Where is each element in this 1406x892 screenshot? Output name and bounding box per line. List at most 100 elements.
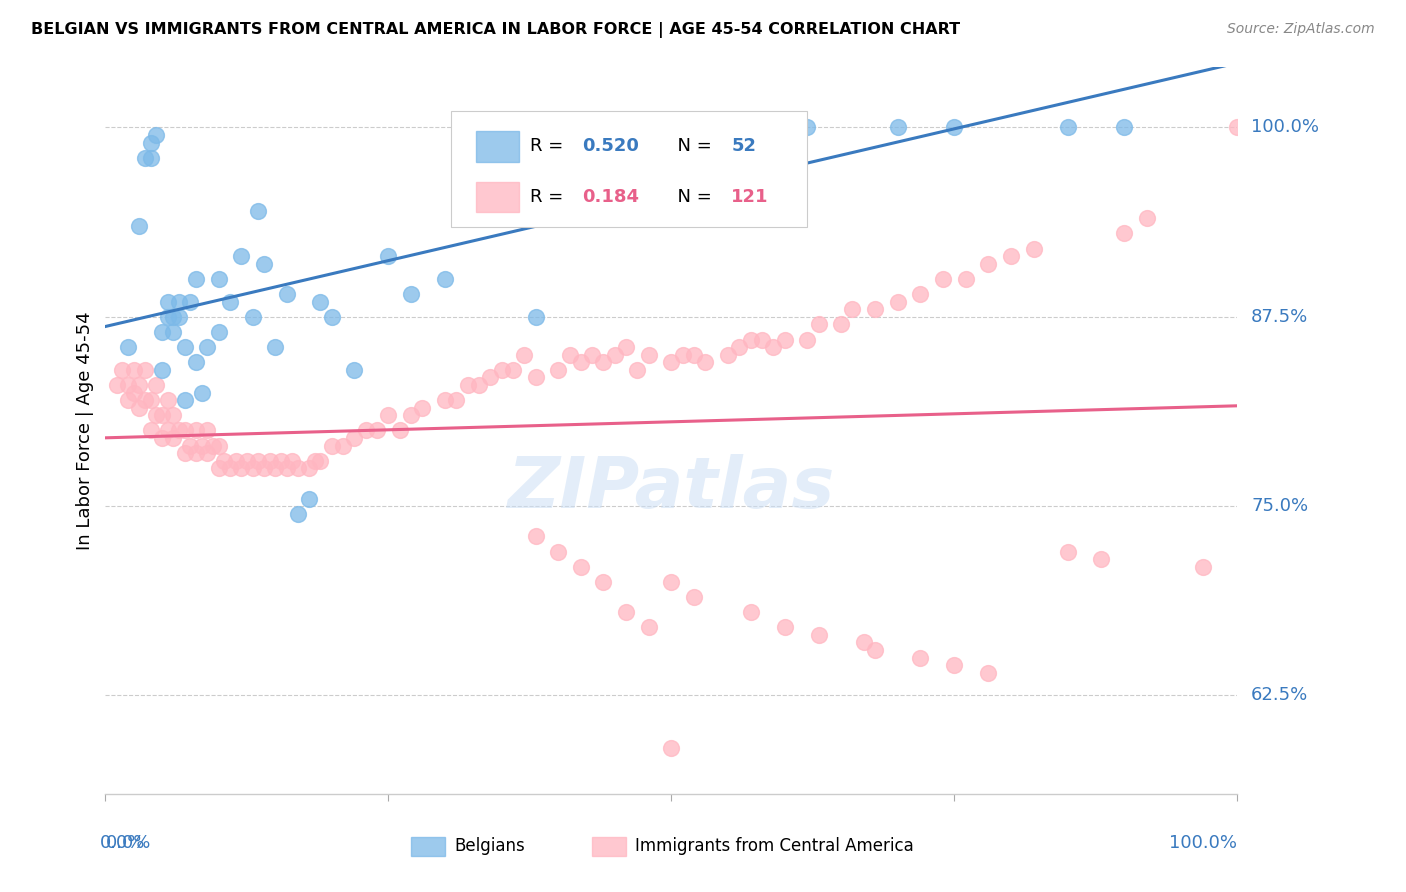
Text: Immigrants from Central America: Immigrants from Central America bbox=[636, 838, 914, 855]
Point bbox=[343, 431, 366, 445]
Point bbox=[399, 287, 422, 301]
Point bbox=[717, 120, 740, 135]
Point bbox=[287, 461, 309, 475]
Point bbox=[201, 438, 224, 452]
Point bbox=[830, 318, 852, 332]
Point bbox=[162, 310, 184, 324]
Point bbox=[547, 363, 569, 377]
Text: N =: N = bbox=[665, 137, 717, 155]
Point bbox=[231, 461, 253, 475]
Point bbox=[672, 348, 695, 362]
Point bbox=[298, 461, 321, 475]
Point bbox=[259, 453, 281, 467]
Point bbox=[411, 401, 433, 415]
Point bbox=[740, 605, 762, 619]
Point bbox=[156, 393, 179, 408]
Point bbox=[1090, 552, 1112, 566]
Point bbox=[932, 272, 955, 286]
Point bbox=[683, 348, 706, 362]
Point bbox=[399, 409, 422, 423]
Text: 100.0%: 100.0% bbox=[1170, 834, 1237, 852]
Point bbox=[156, 294, 179, 309]
Point bbox=[134, 151, 156, 165]
Point bbox=[547, 544, 569, 558]
Point bbox=[1226, 120, 1249, 135]
Point bbox=[156, 424, 179, 438]
Point bbox=[184, 355, 207, 369]
Point bbox=[762, 340, 785, 354]
Point bbox=[122, 363, 145, 377]
Point bbox=[491, 363, 513, 377]
Point bbox=[208, 461, 231, 475]
Point bbox=[276, 461, 298, 475]
Point bbox=[524, 310, 547, 324]
Y-axis label: In Labor Force | Age 45-54: In Labor Force | Age 45-54 bbox=[76, 311, 94, 549]
Point bbox=[128, 401, 150, 415]
Point bbox=[796, 120, 818, 135]
Point bbox=[977, 665, 1000, 680]
Point bbox=[276, 287, 298, 301]
Point bbox=[173, 424, 195, 438]
Text: 62.5%: 62.5% bbox=[1251, 687, 1309, 705]
Point bbox=[247, 453, 270, 467]
Point bbox=[433, 393, 456, 408]
Point bbox=[661, 128, 683, 142]
Point bbox=[298, 491, 321, 506]
Point bbox=[717, 348, 740, 362]
Point bbox=[253, 461, 276, 475]
Point bbox=[145, 409, 167, 423]
Point bbox=[145, 378, 167, 392]
Point bbox=[807, 318, 830, 332]
Point bbox=[179, 294, 201, 309]
Point bbox=[162, 431, 184, 445]
Point bbox=[139, 393, 162, 408]
Point bbox=[1136, 211, 1159, 226]
Text: ZIPatlas: ZIPatlas bbox=[508, 454, 835, 523]
Point bbox=[1114, 227, 1136, 241]
Point bbox=[253, 257, 276, 271]
Point bbox=[773, 620, 796, 634]
Point bbox=[190, 438, 212, 452]
Text: 52: 52 bbox=[731, 137, 756, 155]
Point bbox=[377, 249, 399, 263]
Point bbox=[167, 294, 190, 309]
Point bbox=[179, 438, 201, 452]
Point bbox=[1056, 120, 1078, 135]
Point bbox=[111, 363, 134, 377]
Point bbox=[977, 257, 1000, 271]
Point bbox=[105, 378, 128, 392]
Point bbox=[626, 363, 648, 377]
Point bbox=[661, 574, 683, 589]
Text: 87.5%: 87.5% bbox=[1251, 308, 1309, 326]
Point bbox=[581, 348, 603, 362]
Point bbox=[751, 120, 773, 135]
Point bbox=[513, 348, 536, 362]
Point bbox=[695, 355, 717, 369]
Point bbox=[184, 424, 207, 438]
Point bbox=[208, 325, 231, 339]
Point bbox=[208, 438, 231, 452]
Point bbox=[214, 453, 236, 467]
Point bbox=[468, 196, 491, 211]
Point bbox=[304, 453, 326, 467]
Point bbox=[910, 287, 932, 301]
Point bbox=[796, 333, 818, 347]
Point bbox=[332, 438, 354, 452]
Point bbox=[841, 302, 863, 317]
Point bbox=[139, 151, 162, 165]
Point bbox=[321, 310, 343, 324]
Point bbox=[128, 219, 150, 233]
Point bbox=[190, 385, 212, 400]
Text: 0.520: 0.520 bbox=[582, 137, 638, 155]
Point bbox=[863, 302, 886, 317]
Point bbox=[751, 333, 773, 347]
Point bbox=[603, 348, 626, 362]
Point bbox=[150, 363, 173, 377]
Point bbox=[1192, 559, 1215, 574]
Point bbox=[281, 453, 304, 467]
Text: Source: ZipAtlas.com: Source: ZipAtlas.com bbox=[1227, 22, 1375, 37]
FancyBboxPatch shape bbox=[451, 111, 807, 227]
Point bbox=[614, 605, 637, 619]
Point bbox=[433, 272, 456, 286]
Point bbox=[167, 310, 190, 324]
